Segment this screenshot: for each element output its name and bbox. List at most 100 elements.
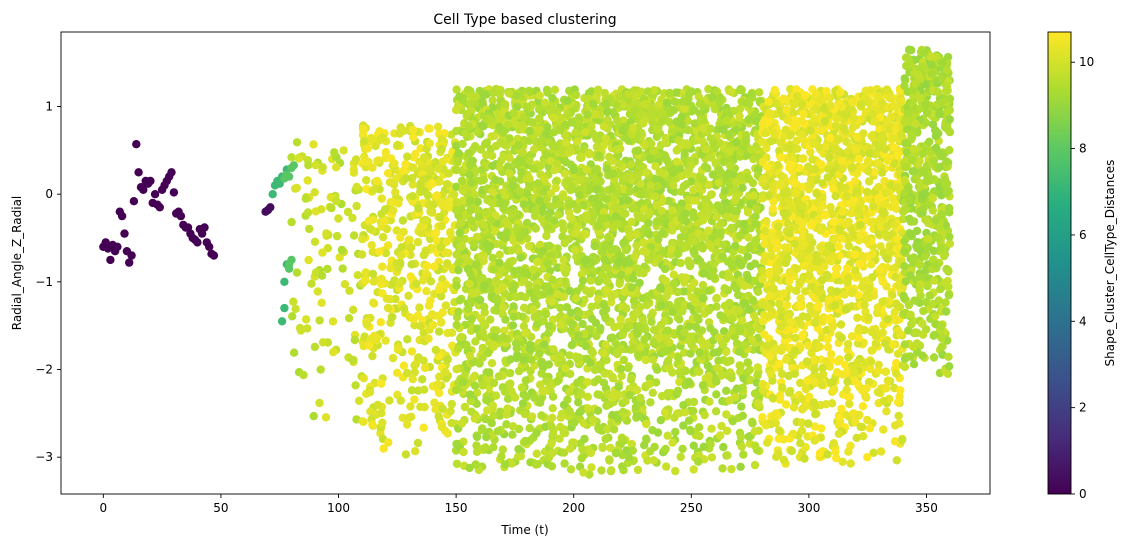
scatter-point [625,186,635,196]
scatter-point [668,206,677,215]
scatter-point [443,355,452,364]
scatter-point [531,224,540,233]
scatter-point [593,390,602,399]
scatter-point [351,381,360,390]
scatter-point [547,439,556,448]
scatter-point [668,438,677,447]
scatter-point [637,190,646,199]
scatter-point [289,297,298,306]
scatter-point [731,186,740,195]
scatter-point [393,345,403,354]
scatter-point [601,434,610,444]
scatter-point [515,187,524,196]
scatter-point [565,199,574,208]
scatter-point [410,368,419,377]
scatter-point [720,186,729,195]
scatter-point [671,427,680,437]
scatter-point [408,163,418,172]
scatter-point [561,364,570,373]
scatter-point [399,304,409,313]
scatter-point [535,349,544,358]
scatter-point [456,218,466,228]
scatter-point [454,266,463,275]
scatter-point [365,388,375,397]
scatter-point [433,164,443,173]
scatter-point [349,168,359,177]
scatter-point [684,416,694,425]
scatter-point [646,398,655,407]
scatter-point [649,456,658,465]
scatter-point [566,213,575,222]
scatter-point [566,465,576,474]
scatter-point [653,428,663,437]
scatter-point [500,199,510,208]
scatter-point [519,355,528,364]
scatter-point [630,105,639,115]
scatter-point [544,138,554,147]
scatter-point [444,248,453,258]
scatter-point [698,381,708,390]
scatter-point [365,224,375,233]
scatter-point [603,107,612,117]
scatter-point [648,388,657,397]
scatter-point [712,125,722,135]
scatter-point [565,407,574,416]
scatter-point [662,291,671,301]
scatter-point [753,371,762,380]
scatter-point [434,388,444,398]
scatter-point [629,344,638,353]
scatter-point [527,355,536,364]
scatter-point [737,316,747,325]
scatter-point [489,378,499,388]
scatter-point [722,386,731,395]
scatter-point [722,347,731,357]
scatter-point [586,358,595,368]
scatter-point [656,108,665,118]
scatter-point [479,319,488,328]
scatter-point [294,154,303,163]
scatter-point [724,213,733,222]
scatter-point [509,266,519,276]
scatter-point [579,200,588,210]
scatter-point [533,179,543,188]
scatter-point [567,341,576,350]
scatter-point [547,422,556,432]
scatter-point [377,274,386,284]
scatter-point [652,217,661,226]
scatter-point [389,180,399,189]
scatter-point [574,398,583,407]
scatter-point [627,217,636,226]
scatter-point [656,283,665,292]
scatter-point [781,400,791,409]
scatter-point [305,224,314,234]
scatter-point [722,426,732,435]
scatter-point [465,279,474,289]
scatter-point [559,255,568,265]
scatter-point [344,314,354,323]
scatter-point [472,412,481,422]
scatter-point [571,128,580,137]
scatter-point [704,371,713,381]
scatter-point [313,287,322,296]
scatter-point [617,371,626,381]
scatter-point [535,196,544,205]
scatter-point [289,348,299,357]
scatter-point [428,320,438,330]
scatter-point [656,416,665,425]
scatter-point [541,129,551,139]
scatter-point [594,294,603,304]
scatter-point [427,208,437,217]
scatter-point [525,126,534,136]
scatter-point [442,237,451,246]
scatter-point [499,152,508,161]
scatter-point [678,444,687,454]
scatter-point [755,88,764,97]
scatter-point [519,200,528,209]
scatter-point [712,212,721,221]
scatter-point [482,395,491,405]
scatter-point [507,459,516,468]
scatter-point [573,137,582,146]
scatter-point [657,206,666,216]
scatter-point [716,219,726,228]
